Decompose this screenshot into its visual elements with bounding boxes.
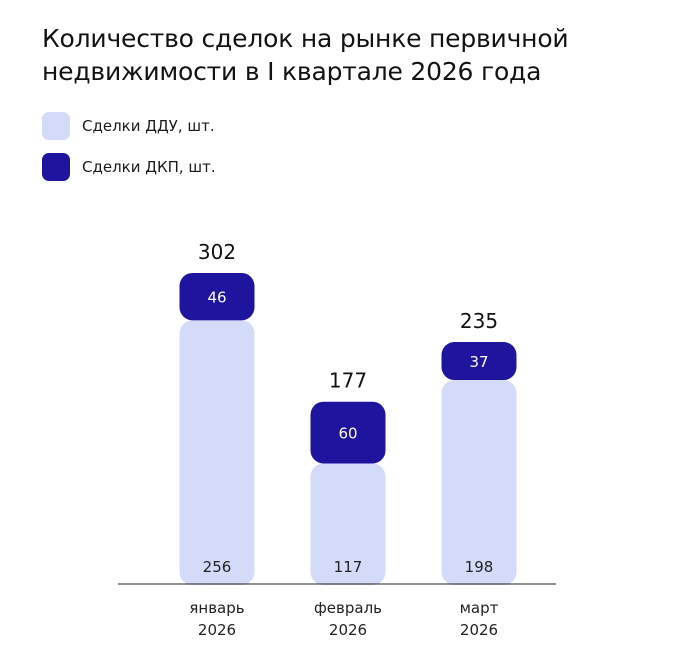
data-label-ddu-1: 117 xyxy=(334,558,363,576)
x-tick-label-year-1: 2026 xyxy=(329,621,367,639)
x-tick-label-month-1: февраль xyxy=(314,599,382,617)
total-label-0: 302 xyxy=(198,240,236,264)
legend-item-ddu: Сделки ДДУ, шт. xyxy=(42,112,216,140)
x-tick-label-month-0: январь xyxy=(189,599,244,617)
bar-ddu-1 xyxy=(310,463,386,585)
data-label-ddu-0: 256 xyxy=(203,558,232,576)
total-label-1: 177 xyxy=(329,369,367,393)
legend-item-dkp: Сделки ДКП, шт. xyxy=(42,153,216,181)
chart-title-line-1: Количество сделок на рынке первичной xyxy=(42,24,569,53)
bar-dkp-1 xyxy=(310,401,386,464)
bar-ddu-2 xyxy=(441,380,517,585)
legend-label-dkp: Сделки ДКП, шт. xyxy=(82,158,216,176)
x-tick-label-month-2: март xyxy=(460,599,499,617)
legend-swatch-ddu xyxy=(42,112,70,140)
data-label-dkp-1: 60 xyxy=(338,425,357,443)
bar-dkp-0 xyxy=(179,272,255,321)
x-tick-label-year-0: 2026 xyxy=(198,621,236,639)
bar-ddu-0 xyxy=(179,320,255,585)
data-label-ddu-2: 198 xyxy=(465,558,494,576)
legend: Сделки ДДУ, шт. Сделки ДКП, шт. xyxy=(42,112,216,194)
total-label-2: 235 xyxy=(460,309,498,333)
legend-swatch-dkp xyxy=(42,153,70,181)
data-label-dkp-0: 46 xyxy=(207,289,226,307)
legend-label-ddu: Сделки ДДУ, шт. xyxy=(82,117,215,135)
x-tick-label-year-2: 2026 xyxy=(460,621,498,639)
bar-dkp-2 xyxy=(441,341,517,381)
chart-title: Количество сделок на рынке первичной нед… xyxy=(42,22,662,88)
data-label-dkp-2: 37 xyxy=(469,353,488,371)
chart-title-line-2: недвижимости в I квартале 2026 года xyxy=(42,57,542,86)
